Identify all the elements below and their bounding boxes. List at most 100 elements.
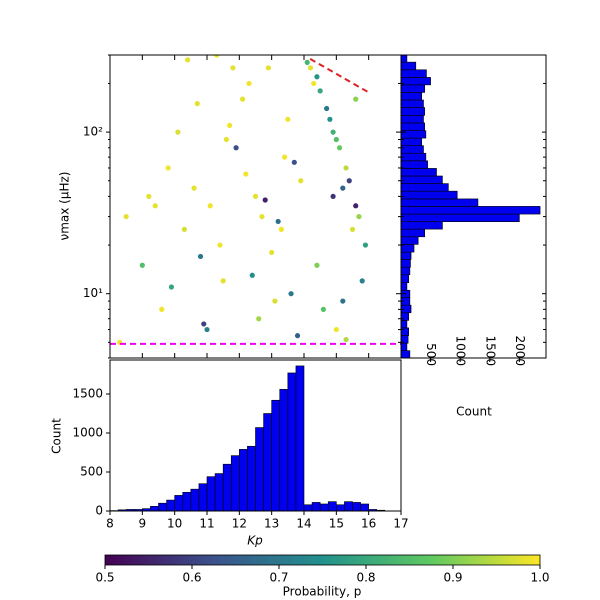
histogram-bar (401, 92, 423, 101)
histogram-bar (401, 160, 428, 169)
x-tick-label: 14 (296, 517, 311, 531)
colorbar-tick-label: 0.7 (269, 571, 288, 585)
scatter-point (333, 326, 339, 333)
y-axis-label: Count (50, 418, 64, 454)
scatter-point (314, 262, 320, 268)
reference-line (309, 57, 369, 93)
scatter-point (340, 185, 346, 191)
scatter-point (204, 326, 210, 333)
histogram-bar (182, 491, 192, 512)
scatter-point (269, 249, 275, 256)
scatter-point (359, 278, 365, 284)
scatter-point (246, 80, 252, 87)
x-tick-label: 8 (106, 517, 114, 531)
scatter-point (146, 193, 152, 200)
scatter-point (311, 80, 317, 87)
x-tick-label: 10 (167, 517, 182, 531)
scatter-point (291, 159, 297, 165)
histogram-bar (319, 503, 329, 512)
scatter-point (239, 96, 246, 102)
scatter-point (191, 185, 197, 191)
histogram-bar (271, 399, 281, 512)
scatter-point (181, 226, 187, 232)
histogram-bar (401, 282, 408, 291)
histogram-bar (214, 473, 224, 512)
histogram-bar (222, 463, 232, 512)
scatter-point (194, 101, 200, 107)
scatter-point (353, 96, 359, 102)
histogram-bar (401, 69, 427, 78)
histogram-bar (401, 320, 408, 329)
scatter-point (262, 197, 268, 203)
scatter-point (330, 129, 336, 135)
histogram-bar (401, 236, 419, 245)
histogram-bar (336, 504, 345, 512)
histogram-bar (279, 389, 289, 512)
scatter-point (288, 291, 294, 297)
scatter-point (307, 65, 314, 71)
scatter-point (275, 218, 281, 225)
colorbar-tick-label: 0.6 (182, 571, 201, 585)
scatter-point (343, 336, 349, 343)
right-histogram-bars (401, 55, 541, 358)
scatter-point (314, 74, 320, 80)
axes-layer: 10¹ 10² 0.5 0.6 0.7 0.8 0.9 1.0 8 9 10 11 12 13 14 15 16… (72, 54, 550, 585)
scatter-point (175, 129, 181, 135)
histogram-bar (401, 342, 408, 351)
histogram-bar (295, 365, 305, 512)
histogram-bar (158, 502, 167, 512)
histogram-bar (401, 274, 409, 283)
y-tick-label: 1500 (72, 387, 103, 401)
histogram-bar (401, 251, 412, 260)
scatter-point (165, 165, 171, 171)
scatter-point (159, 306, 165, 312)
y-tick-label: 0 (95, 504, 103, 518)
colorbar-tick-label: 0.8 (356, 571, 375, 585)
histogram-bar (401, 350, 411, 358)
histogram-bar (401, 266, 411, 276)
histogram-bar (287, 372, 297, 512)
scatter-point (304, 59, 310, 65)
histogram-bar (206, 476, 216, 512)
scatter-point (227, 122, 233, 129)
histogram-bar (263, 413, 272, 512)
scatter-point (243, 171, 249, 177)
scatter-point (278, 226, 284, 232)
scatter-point (320, 306, 326, 312)
scatter-point (340, 298, 346, 304)
histogram-bar (401, 183, 449, 192)
histogram-bar (401, 213, 520, 222)
scatter-point (317, 88, 323, 94)
x-tick-label: 1500 (483, 335, 497, 366)
histogram-bar (401, 122, 425, 132)
x-tick-label: 1000 (454, 335, 468, 366)
scatter-point (343, 165, 349, 171)
scatter-point (330, 193, 336, 200)
histogram-bar (401, 145, 424, 154)
x-tick-label: 17 (393, 517, 408, 531)
y-tick-label: 10² (83, 125, 103, 139)
histogram-bar (401, 190, 458, 200)
histogram-bar (190, 488, 200, 512)
y-axis-label: νmax (μHz) (58, 172, 72, 241)
scatter-point (362, 242, 369, 248)
scatter-point (272, 298, 278, 304)
x-tick-label: 13 (264, 517, 279, 531)
histogram-bar (230, 455, 240, 512)
scatter-point (217, 242, 223, 248)
histogram-bar (401, 168, 437, 177)
histogram-bar (401, 61, 417, 71)
histogram-bar (401, 107, 425, 116)
scatter-point (185, 57, 191, 63)
bottom-hist-frame (109, 359, 402, 512)
histogram-bar (303, 504, 313, 512)
x-tick-label: 12 (232, 517, 247, 531)
scatter-point (298, 178, 304, 184)
scatter-point (233, 145, 239, 151)
histogram-bar (401, 221, 443, 230)
x-axis-label: Kp (247, 534, 263, 548)
histogram-bar (401, 99, 424, 108)
x-tick-label: 2000 (513, 335, 527, 366)
histogram-bar (401, 198, 479, 207)
